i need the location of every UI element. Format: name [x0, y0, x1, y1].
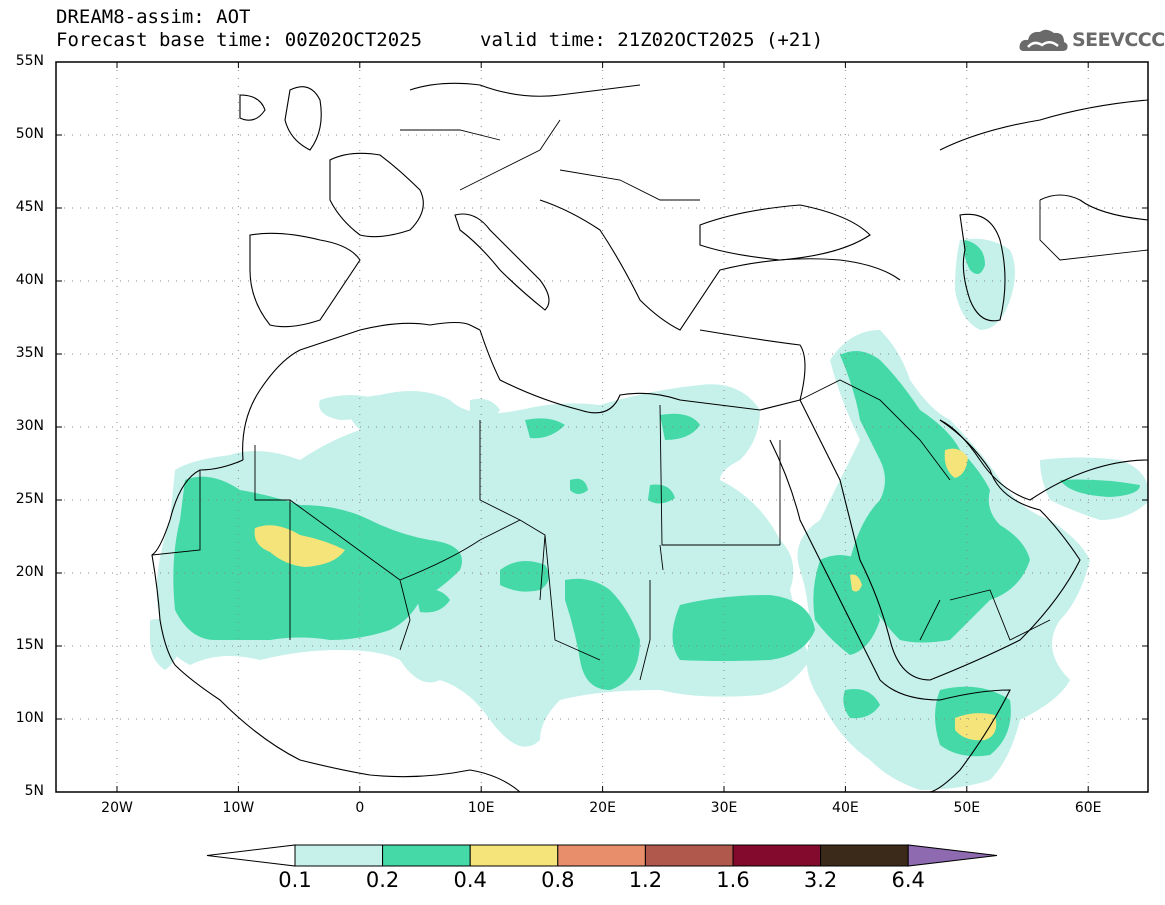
- colorbar-box: [732, 844, 822, 867]
- lat-label: 45N: [15, 199, 44, 215]
- map-title: DREAM8-assim: AOT: [56, 6, 251, 28]
- lon-label: 10E: [467, 800, 495, 816]
- colorbar-box: [469, 844, 559, 867]
- lat-label: 30N: [15, 418, 44, 434]
- colorbar-label: 0.8: [541, 868, 575, 892]
- aot-field: [56, 62, 1148, 792]
- colorbar-label: 6.4: [891, 868, 925, 892]
- country-borders: [151, 119, 1148, 681]
- colorbar-box: [557, 844, 646, 867]
- lat-label: 40N: [15, 272, 44, 288]
- lat-label: 35N: [15, 345, 44, 361]
- lon-label: 20W: [101, 800, 133, 816]
- colorbar-label: 3.2: [803, 868, 838, 892]
- lat-label: 20N: [15, 564, 44, 580]
- colorbar-box: [644, 844, 734, 867]
- colorbar-label: 0.1: [278, 868, 312, 892]
- valid-time: valid time: 21Z02OCT2025 (+21): [480, 29, 824, 51]
- colorbar-box: [294, 844, 384, 867]
- lat-label: 55N: [15, 53, 44, 69]
- lon-label: 60E: [1074, 800, 1102, 816]
- lat-label: 5N: [24, 783, 44, 799]
- colorbar-box: [382, 844, 471, 867]
- colorbar-low-arrow: [206, 844, 296, 867]
- lon-label: 20E: [589, 800, 616, 816]
- colorbar-label: 1.2: [628, 868, 663, 892]
- lat-label: 50N: [15, 126, 44, 142]
- lon-label: 40E: [832, 800, 859, 816]
- lat-label: 10N: [15, 710, 44, 726]
- colorbar-box: [820, 844, 909, 867]
- lat-label: 15N: [15, 637, 44, 653]
- colorbar-high-arrow: [907, 844, 998, 867]
- colorbar-label: 0.2: [365, 868, 400, 892]
- lon-label: 50E: [953, 800, 981, 816]
- logo-text: SEEVCCC: [1072, 29, 1165, 51]
- axis-ticks: [56, 61, 1148, 793]
- lon-label: 10W: [222, 800, 255, 816]
- colorbar-label: 1.6: [716, 868, 750, 892]
- lon-label: 0: [355, 800, 365, 816]
- colorbar-label: 0.4: [453, 868, 487, 892]
- lon-label: 30E: [710, 800, 738, 816]
- cloud-icon: [1019, 29, 1068, 51]
- seevccc-logo: [1018, 25, 1158, 55]
- forecast-base-time: Forecast base time: 00Z02OCT2025: [56, 29, 423, 51]
- coastlines: [151, 82, 1148, 792]
- lat-label: 25N: [15, 491, 44, 507]
- gridlines: [56, 62, 1148, 792]
